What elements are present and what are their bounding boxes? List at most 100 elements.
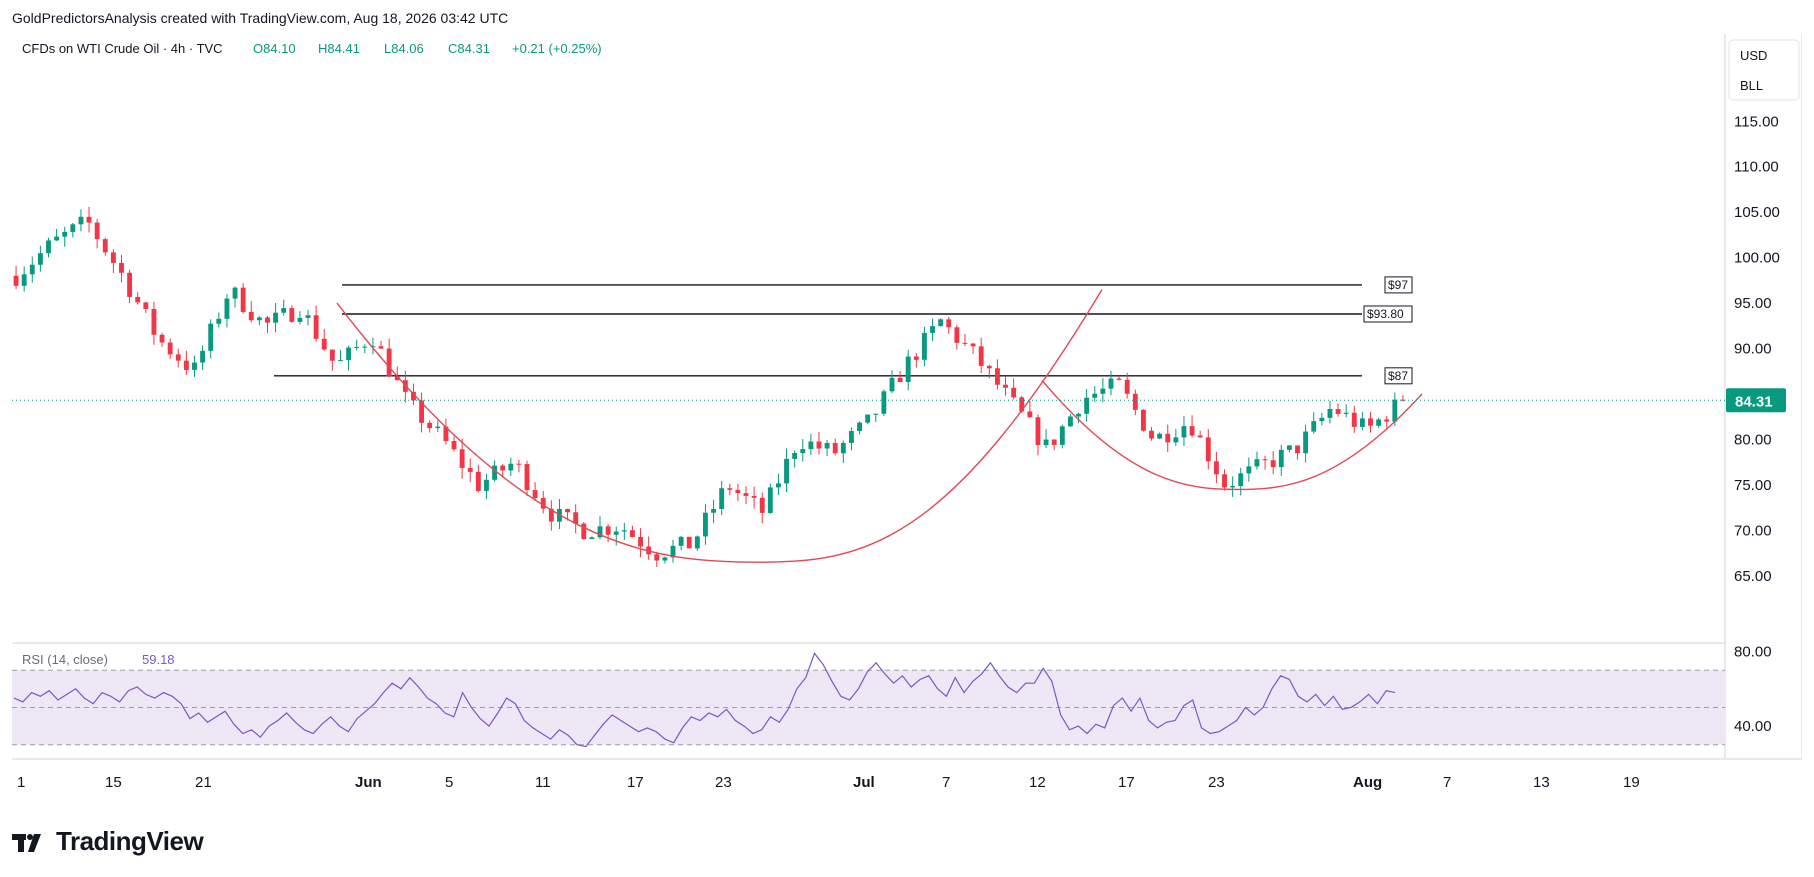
rsi-title: RSI (14, close) bbox=[22, 652, 108, 667]
candlestick-series bbox=[13, 206, 1406, 568]
candle-body bbox=[1132, 393, 1138, 410]
candle-body bbox=[954, 327, 960, 343]
candle-body bbox=[1100, 388, 1106, 394]
candle-body bbox=[1238, 473, 1244, 487]
ohlc-low: L84.06 bbox=[384, 41, 424, 56]
candle-body bbox=[735, 489, 741, 494]
candle-body bbox=[1011, 387, 1017, 398]
candle-body bbox=[913, 356, 919, 360]
candle-body bbox=[889, 377, 895, 392]
candle-body bbox=[29, 264, 35, 275]
candle-body bbox=[443, 426, 449, 442]
chart-area[interactable]: CFDs on WTI Crude Oil · 4h · TVC O84.10 … bbox=[12, 34, 1803, 802]
candle-body bbox=[110, 252, 116, 263]
candle-body bbox=[1059, 426, 1065, 445]
tradingview-wordmark: TradingView bbox=[56, 826, 204, 856]
candle-body bbox=[516, 463, 522, 465]
time-tick-label: 17 bbox=[1118, 774, 1135, 791]
candle-body bbox=[524, 464, 530, 491]
candle-body bbox=[1076, 413, 1081, 417]
candle-body bbox=[662, 557, 668, 561]
candle-body bbox=[475, 471, 481, 491]
candle-body bbox=[881, 391, 887, 414]
candle-body bbox=[1368, 418, 1373, 426]
candle-body bbox=[467, 467, 473, 472]
candle-body bbox=[654, 554, 660, 561]
rsi-pane: 80.00 40.00 bbox=[12, 644, 1772, 748]
candle-body bbox=[930, 326, 935, 333]
candle-body bbox=[62, 231, 68, 237]
price-level-label: $97 bbox=[1388, 278, 1408, 292]
time-tick-label: 15 bbox=[105, 774, 122, 791]
candle-body bbox=[581, 523, 587, 539]
price-level-label-box bbox=[1363, 305, 1413, 323]
candle-body bbox=[1270, 460, 1276, 468]
candle-body bbox=[70, 224, 76, 232]
tradingview-logo[interactable]: TradingView bbox=[12, 826, 204, 857]
candle-body bbox=[727, 488, 733, 490]
candle-body bbox=[1319, 417, 1325, 422]
candle-body bbox=[1254, 459, 1260, 467]
currency-unit-box[interactable] bbox=[1728, 39, 1800, 101]
candle-body bbox=[1246, 466, 1252, 474]
candle-body bbox=[1149, 430, 1154, 439]
candle-body bbox=[824, 442, 830, 449]
candle-body bbox=[1181, 426, 1187, 438]
time-tick-label: 7 bbox=[942, 774, 950, 791]
candle-body bbox=[605, 526, 611, 535]
large-rounded-bottom-arc bbox=[336, 289, 1103, 563]
candle-body bbox=[508, 463, 514, 471]
time-tick-label: 1 bbox=[17, 774, 25, 791]
candle-body bbox=[143, 302, 149, 309]
price-tick-label: 110.00 bbox=[1734, 159, 1779, 176]
candle-body bbox=[451, 441, 457, 450]
candle-body bbox=[1351, 412, 1357, 427]
candle-body bbox=[1303, 431, 1309, 454]
candle-body bbox=[370, 346, 376, 348]
candle-body bbox=[751, 495, 757, 498]
ohlc-change: +0.21 (+0.25%) bbox=[512, 41, 602, 56]
candle-body bbox=[492, 465, 498, 480]
time-tick-label: 11 bbox=[535, 774, 551, 791]
candle-body bbox=[548, 508, 554, 522]
candle-body bbox=[281, 308, 287, 313]
candle-body bbox=[800, 449, 806, 453]
candle-body bbox=[1019, 397, 1025, 412]
candle-body bbox=[127, 272, 133, 297]
candle-body bbox=[208, 323, 214, 351]
candle-body bbox=[1278, 449, 1284, 468]
candle-body bbox=[1400, 399, 1406, 401]
candle-body bbox=[703, 512, 708, 537]
ohlc-close: C84.31 bbox=[448, 41, 490, 56]
candle-body bbox=[905, 356, 911, 383]
candle-body bbox=[305, 315, 311, 318]
candle-body bbox=[224, 298, 230, 319]
candle-body bbox=[135, 296, 141, 303]
candle-body bbox=[840, 442, 846, 454]
time-tick-label: Aug bbox=[1353, 774, 1382, 791]
candle-body bbox=[86, 216, 92, 223]
candle-body bbox=[589, 537, 595, 539]
candle-body bbox=[94, 222, 100, 240]
candle-body bbox=[792, 452, 798, 459]
candle-body bbox=[1230, 486, 1236, 488]
candle-body bbox=[313, 315, 319, 339]
candle-body bbox=[1173, 437, 1179, 443]
tradingview-chart[interactable]: CFDs on WTI Crude Oil · 4h · TVC O84.10 … bbox=[12, 34, 1803, 802]
price-tick-label: 90.00 bbox=[1734, 341, 1772, 358]
rsi-tick-label: 40.00 bbox=[1734, 718, 1772, 735]
candle-body bbox=[1140, 409, 1146, 431]
candle-body bbox=[435, 426, 441, 429]
candle-body bbox=[1343, 412, 1349, 414]
unit-label: BLL bbox=[1740, 78, 1763, 93]
price-tick-label: 95.00 bbox=[1734, 295, 1772, 312]
candle-body bbox=[1335, 409, 1341, 414]
candle-body bbox=[394, 376, 400, 381]
current-price-value: 84.31 bbox=[1735, 393, 1773, 410]
candle-body bbox=[1092, 393, 1098, 398]
candle-body bbox=[532, 490, 538, 498]
candle-body bbox=[597, 526, 603, 538]
candle-body bbox=[411, 391, 416, 401]
candle-body bbox=[1051, 439, 1057, 445]
ohlc-open: O84.10 bbox=[253, 41, 296, 56]
